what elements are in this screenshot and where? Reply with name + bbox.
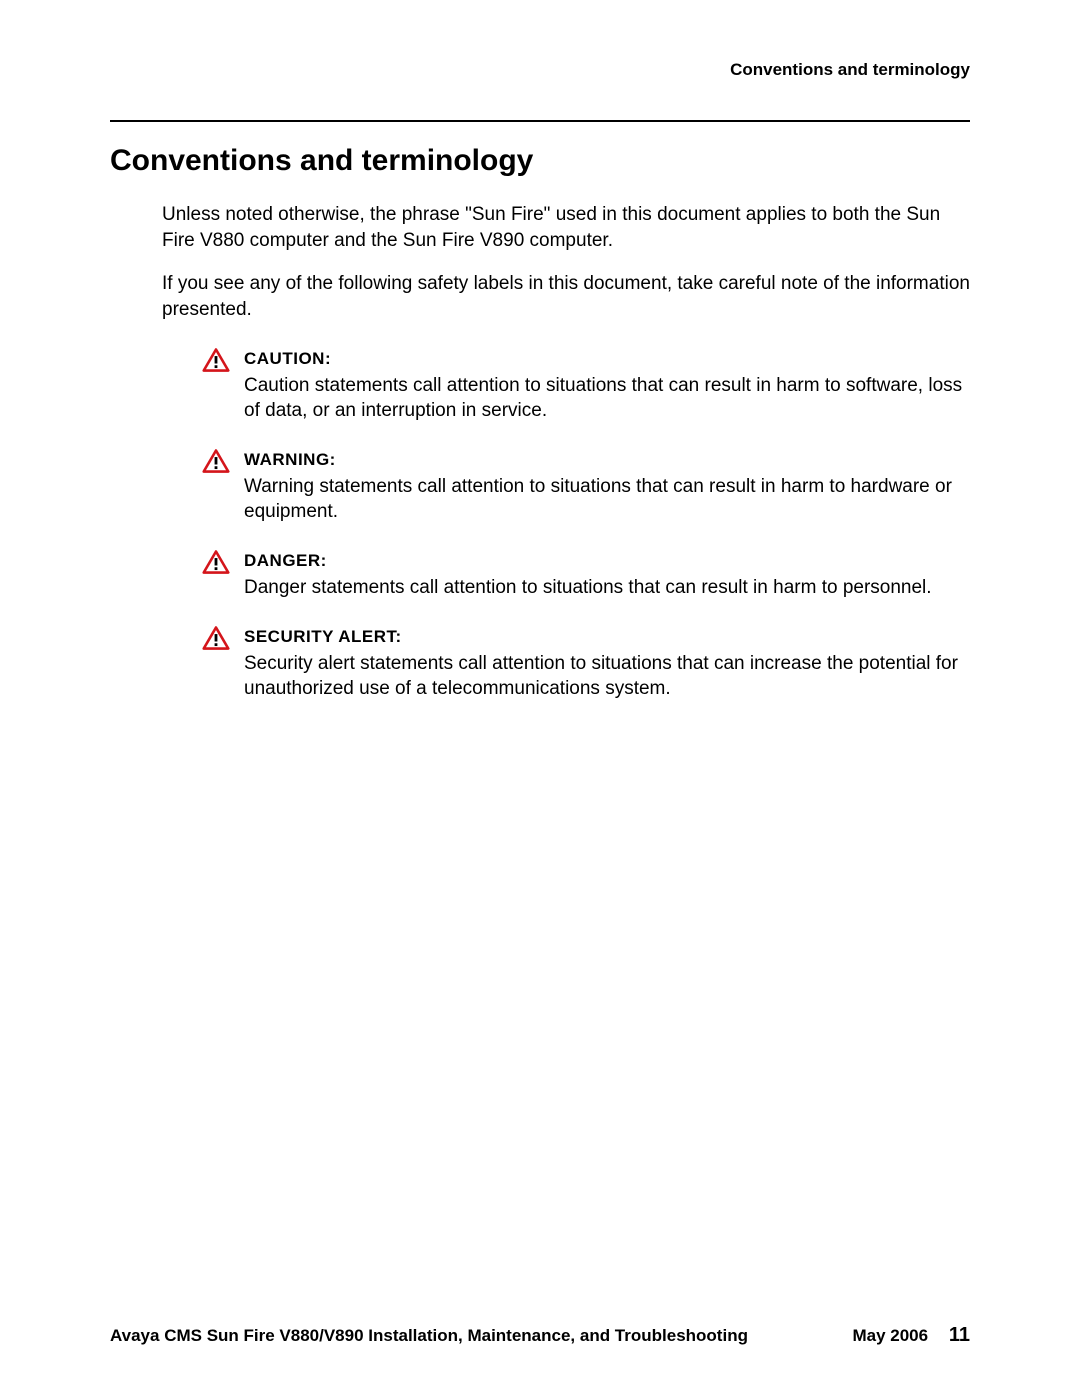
warning-triangle-icon [202, 347, 230, 373]
page-title: Conventions and terminology [110, 144, 970, 178]
alert-label: CAUTION: [244, 349, 970, 369]
footer-date: May 2006 [852, 1326, 928, 1345]
alert-warning: WARNING: Warning statements call attenti… [202, 450, 970, 525]
alert-text: Caution statements call attention to sit… [244, 373, 970, 424]
warning-triangle-icon [202, 625, 230, 651]
alert-text: Danger statements call attention to situ… [244, 575, 970, 601]
alert-content: SECURITY ALERT: Security alert statement… [244, 627, 970, 702]
alert-label: SECURITY ALERT: [244, 627, 970, 647]
alert-content: CAUTION: Caution statements call attenti… [244, 349, 970, 424]
horizontal-rule [110, 120, 970, 122]
alert-text: Warning statements call attention to sit… [244, 474, 970, 525]
footer-doc-title: Avaya CMS Sun Fire V880/V890 Installatio… [110, 1326, 748, 1346]
alert-danger: DANGER: Danger statements call attention… [202, 551, 970, 601]
alert-text: Security alert statements call attention… [244, 651, 970, 702]
alert-list: CAUTION: Caution statements call attenti… [202, 349, 970, 702]
running-header: Conventions and terminology [110, 60, 970, 80]
warning-triangle-icon [202, 448, 230, 474]
alert-content: WARNING: Warning statements call attenti… [244, 450, 970, 525]
alert-label: DANGER: [244, 551, 970, 571]
intro-paragraph-1: Unless noted otherwise, the phrase "Sun … [162, 202, 970, 253]
document-page: Conventions and terminology Conventions … [0, 0, 1080, 1397]
warning-triangle-icon [202, 549, 230, 575]
footer-right: May 2006 11 [852, 1324, 970, 1347]
alert-label: WARNING: [244, 450, 970, 470]
alert-caution: CAUTION: Caution statements call attenti… [202, 349, 970, 424]
intro-paragraph-2: If you see any of the following safety l… [162, 271, 970, 322]
alert-content: DANGER: Danger statements call attention… [244, 551, 970, 601]
alert-security: SECURITY ALERT: Security alert statement… [202, 627, 970, 702]
footer-page-number: 11 [949, 1324, 970, 1346]
page-footer: Avaya CMS Sun Fire V880/V890 Installatio… [110, 1324, 970, 1347]
